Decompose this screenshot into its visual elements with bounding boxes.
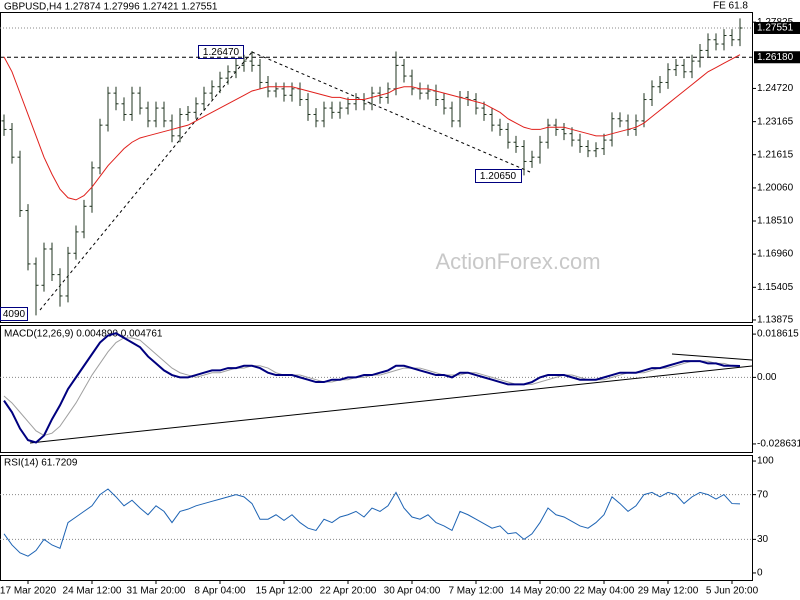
y-tick-label: 1.21615 (757, 149, 794, 160)
last-price-box (754, 21, 800, 34)
y-tick-label: 0.018615 (757, 329, 799, 340)
fe-label: FE 61.8 (713, 1, 748, 12)
y-tick-label: 1.23165 (757, 116, 794, 127)
y-tick-label: 1.24720 (757, 83, 794, 94)
x-tick-label: 22 Apr 20:00 (320, 586, 377, 597)
x-tick-label: 17 Mar 2020 (0, 586, 57, 597)
y-tick-label: 1.20060 (757, 183, 794, 194)
macd-trend-line (671, 353, 753, 361)
watermark: ActionForex.com (435, 249, 600, 274)
x-tick-label: 24 Mar 12:00 (63, 586, 122, 597)
y-tick-label: -0.028631 (757, 439, 800, 450)
x-tick-label: 15 Apr 12:00 (256, 586, 313, 597)
y-tick-label: 0 (757, 568, 763, 579)
level-box (754, 51, 800, 64)
y-tick-label: 100 (757, 456, 774, 467)
x-tick-label: 14 May 20:00 (510, 586, 571, 597)
annotation: 1.20650 (480, 171, 517, 182)
macd-panel (0, 325, 753, 453)
x-tick-label: 31 Mar 20:00 (127, 586, 186, 597)
macd-title: MACD(12,26,9) 0.004890 0.004761 (4, 329, 163, 340)
macd-line (3, 332, 741, 444)
chart-title: GBPUSD,H4 1.27874 1.27996 1.27421 1.2755… (4, 2, 218, 13)
x-tick-label: 7 May 12:00 (448, 586, 503, 597)
rsi-panel (0, 455, 753, 581)
annotation-box (0, 307, 28, 321)
y-tick-label: 30 (757, 534, 769, 545)
y-tick-label: 0.00 (757, 372, 777, 383)
annotation-box (475, 169, 522, 183)
x-tick-label: 30 Apr 04:00 (384, 586, 441, 597)
y-tick-label: 70 (757, 489, 769, 500)
annotation: 1.26470 (203, 47, 240, 58)
y-tick-label: 1.16960 (757, 249, 794, 260)
last-price-label: 1.27551 (757, 23, 794, 34)
level-label: 1.26180 (757, 52, 794, 63)
y-tick-label: 1.18510 (757, 216, 794, 227)
rsi-title: RSI(14) 61.7209 (4, 458, 78, 469)
x-tick-label: 5 Jun 20:00 (706, 586, 759, 597)
x-tick-label: 29 May 12:00 (638, 586, 699, 597)
y-tick-label: 1.15405 (757, 282, 794, 293)
trend-line (39, 51, 253, 311)
trend-line (251, 51, 531, 173)
annotation: 4090 (3, 309, 26, 320)
y-tick-label: 1.13875 (757, 315, 794, 326)
price-panel (0, 12, 753, 323)
x-tick-label: 8 Apr 04:00 (194, 586, 246, 597)
macd-trend-line (29, 365, 753, 444)
rsi-line (3, 488, 741, 557)
x-tick-label: 22 May 04:00 (574, 586, 635, 597)
annotation-box (198, 45, 244, 59)
moving-average (3, 54, 741, 201)
